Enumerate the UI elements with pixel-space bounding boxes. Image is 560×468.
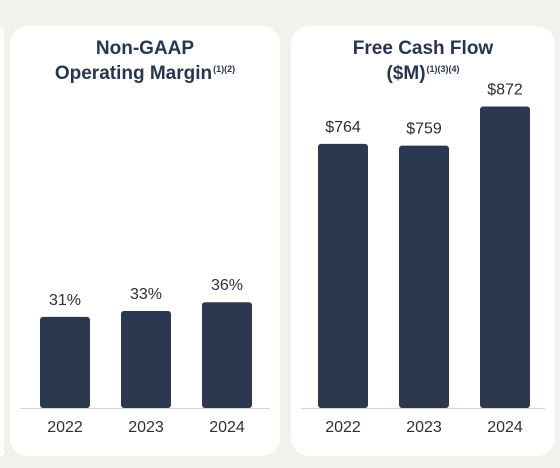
free-cash-flow-chart: $764 2022 $759 2023 $872 2024	[301, 82, 545, 436]
free-cash-flow-footnote-marks: (1)(3)(4)	[426, 64, 460, 74]
free-cash-flow-bar-2024	[480, 106, 530, 409]
operating-margin-bar-2022	[40, 316, 90, 408]
operating-margin-bar-2023	[121, 311, 171, 408]
operating-margin-x-tick-2023: 2023	[128, 419, 164, 436]
operating-margin-title: Non-GAAP Operating Margin(1)(2)	[10, 38, 280, 84]
free-cash-flow-bar-2022	[318, 143, 368, 408]
free-cash-flow-value-label-2022: $764	[325, 119, 361, 136]
adjacent-card-edge	[0, 26, 4, 456]
operating-margin-footnote-marks: (1)(2)	[213, 64, 236, 74]
operating-margin-value-label-2022: 31%	[49, 292, 81, 309]
operating-margin-x-tick-2022: 2022	[47, 419, 83, 436]
operating-margin-card: Non-GAAP Operating Margin(1)(2) 31% 2022 3…	[10, 26, 280, 456]
operating-margin-title-line1: Non-GAAP	[95, 38, 195, 59]
free-cash-flow-title: Free Cash Flow ($M)(1)(3)(4)	[291, 38, 555, 84]
free-cash-flow-x-tick-2024: 2024	[487, 419, 523, 436]
operating-margin-bar-2024	[202, 302, 252, 408]
operating-margin-chart: 31% 2022 33% 2023 36% 2024	[20, 277, 270, 436]
free-cash-flow-title-line2: ($M)	[386, 63, 426, 84]
operating-margin-x-tick-2024: 2024	[209, 419, 245, 436]
free-cash-flow-x-tick-2022: 2022	[325, 419, 361, 436]
free-cash-flow-card: Free Cash Flow ($M)(1)(3)(4) $764 2022 $75…	[291, 26, 555, 456]
free-cash-flow-value-label-2023: $759	[406, 121, 442, 138]
free-cash-flow-value-label-2024: $872	[487, 82, 523, 99]
free-cash-flow-title-line1: Free Cash Flow	[352, 38, 494, 59]
free-cash-flow-x-tick-2023: 2023	[406, 419, 442, 436]
operating-margin-value-label-2024: 36%	[211, 277, 243, 294]
operating-margin-title-line2: Operating Margin	[54, 63, 213, 84]
free-cash-flow-bar-2023	[399, 145, 449, 408]
operating-margin-value-label-2023: 33%	[130, 286, 162, 303]
